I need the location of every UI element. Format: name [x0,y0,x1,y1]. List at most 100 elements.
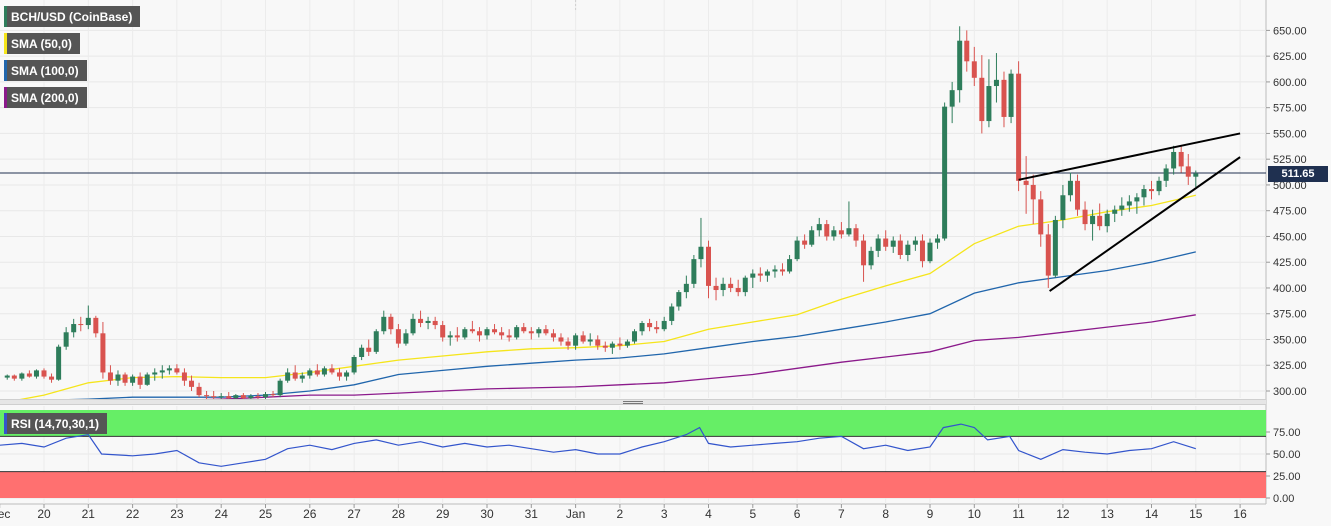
candle-up [299,372,305,383]
candle-up [669,303,675,326]
candle-body [181,372,187,381]
candle-down [1185,154,1191,185]
candle-up [285,368,291,383]
sma50-legend[interactable]: SMA (50,0) [4,33,80,54]
candle-up [905,240,911,262]
candle-body [1112,209,1118,214]
candle-body [647,323,653,328]
candle-up [321,366,327,377]
candle-up [344,370,350,381]
candle-body [447,335,453,338]
price-tick-label: 500.00 [1273,180,1307,192]
candle-down [779,263,785,276]
candle-down [329,364,335,375]
candle-down [100,321,106,379]
candle-up [942,102,948,241]
candle-down [647,318,653,332]
time-tick-label: 14 [1145,507,1159,521]
time-tick-label: 22 [126,507,140,521]
candle-body [971,61,977,78]
sma100-legend[interactable]: SMA (100,0) [4,60,87,81]
candle-up [447,331,453,346]
sma200-legend[interactable]: SMA (200,0) [4,87,87,108]
candle-body [632,331,638,342]
candle-body [728,283,734,288]
candle-down [617,337,623,350]
candle-body [993,79,999,87]
time-tick-label: 10 [968,507,982,521]
candle-body [63,332,69,347]
candle-down [174,364,180,375]
time-tick-label: 16 [1233,507,1247,521]
candle-down [595,335,601,350]
candle-body [26,373,32,377]
candle-body [299,375,305,379]
candle-up [536,327,542,338]
time-tick-label: 25 [259,507,273,521]
time-tick-label: Jan [566,507,585,521]
candle-body [410,318,416,334]
candle-body [528,331,534,334]
candle-up [993,53,999,103]
candle-body [373,331,379,352]
candle-body [514,327,520,338]
rsi-tick-label: 75.00 [1273,427,1301,439]
candle-body [19,373,25,379]
candle-up [691,255,697,288]
candle-body [1067,180,1073,196]
candle-down [189,375,195,391]
candle-down [49,373,55,383]
candle-down [979,55,985,134]
candle-body [100,333,106,373]
candle-body [432,320,438,326]
candle-down [1075,174,1081,216]
symbol-legend[interactable]: BCH/USD (CoinBase) [4,6,141,27]
candle-body [1134,197,1140,202]
price-tick-label: 600.00 [1273,77,1307,89]
candle-body [698,246,704,260]
candle-up [56,344,62,381]
time-axis[interactable]: Dec202122232425262728293031Jan2345678910… [0,504,1247,521]
candle-down [181,368,187,386]
candle-body [1082,209,1088,225]
candle-body [211,396,217,398]
candle-body [927,242,933,262]
candle-up [1141,184,1147,206]
candle-body [425,320,431,324]
candle-down [1023,156,1029,214]
candle-down [521,323,527,334]
candle-down [211,391,217,400]
candle-down [366,339,372,356]
candle-body [543,329,549,334]
trendline-upper [1018,132,1241,181]
candle-up [4,374,10,380]
rsi-line [0,423,1196,467]
candle-up [514,325,520,340]
candle-body [11,375,17,379]
candle-up [152,368,158,381]
candle-body [196,386,202,396]
candle-body [794,240,800,260]
time-tick-label: 12 [1056,507,1070,521]
candle-down [204,391,210,400]
price-axis[interactable]: 300.00 325.00 350.00 375.00 400.00 425.00 450.… [1266,25,1307,505]
time-tick-label: 23 [170,507,184,521]
candle-down [558,333,564,346]
candle-down [255,393,261,400]
candle-body [935,238,941,243]
candle-body [307,370,313,376]
candle-body [838,230,844,235]
candle-body [270,394,276,396]
price-tick-label: 575.00 [1273,103,1307,115]
candle-body [1001,79,1007,117]
time-tick-label: 4 [705,507,712,521]
pane-divider[interactable] [0,399,1266,405]
candle-body [462,329,468,338]
candle-up [425,316,431,330]
resize-grip-icon[interactable] [623,401,643,404]
candle-down [550,329,556,342]
candle-body [395,329,401,344]
candle-body [1038,199,1044,235]
rsi-legend[interactable]: RSI (14,70,30,1) [4,413,108,434]
